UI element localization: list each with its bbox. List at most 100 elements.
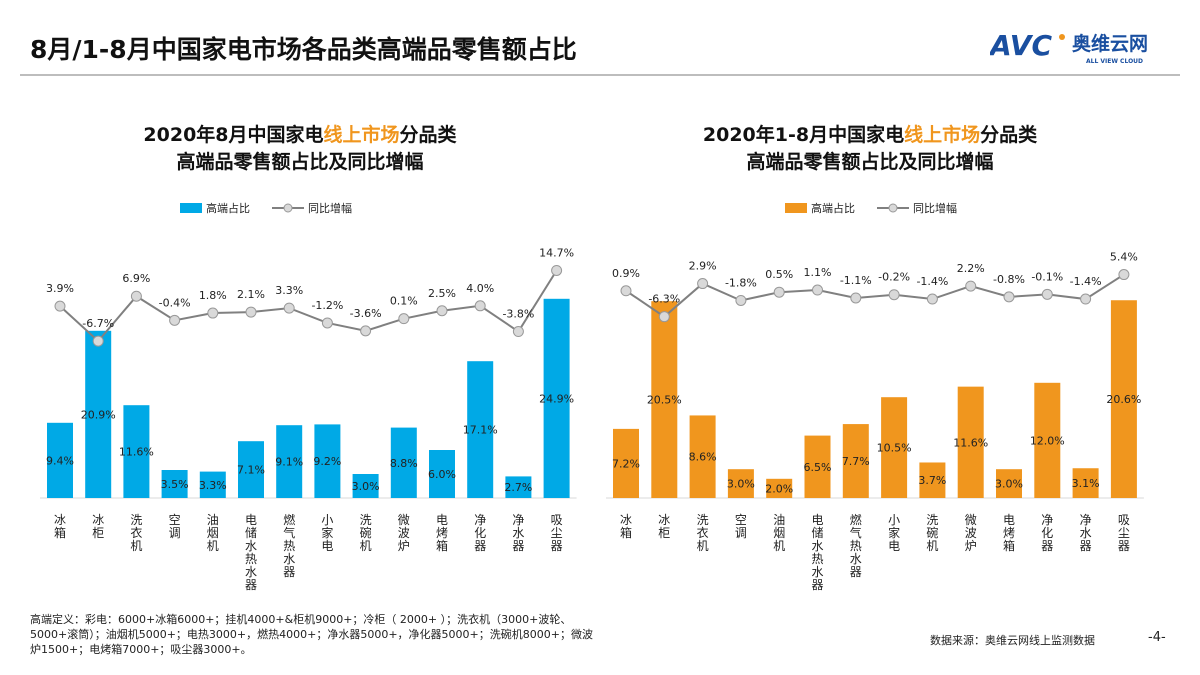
- category-label-char: 炉: [398, 539, 410, 553]
- growth-label: 2.9%: [689, 260, 717, 273]
- category-label-char: 燃: [283, 512, 295, 527]
- category-label-char: 衣: [130, 525, 142, 540]
- growth-label: -0.2%: [878, 271, 910, 284]
- bar-label: 11.6%: [119, 446, 154, 459]
- bar-label: 20.9%: [81, 408, 116, 421]
- bar-微波炉: [957, 386, 984, 498]
- category-label-char: 尘: [551, 526, 563, 540]
- category-label-char: 烤: [1003, 525, 1015, 540]
- bar-净水器: [505, 476, 532, 498]
- growth-point: [620, 285, 632, 297]
- growth-label: 4.0%: [466, 282, 494, 295]
- growth-point: [1003, 291, 1015, 303]
- bar-燃气热水器: [842, 424, 869, 498]
- category-label-char: 碗: [926, 525, 938, 540]
- category-label-char: 冰: [54, 513, 66, 527]
- category-label-char: 空: [735, 513, 747, 527]
- bar-label: 10.5%: [877, 442, 912, 455]
- chart-title-line: 2020年1-8月中国家电线上市场分品类: [703, 123, 1037, 146]
- category-label-char: 机: [926, 539, 938, 553]
- growth-point: [773, 286, 785, 298]
- category-label-char: 衣: [697, 525, 709, 540]
- category-label-char: 水: [811, 539, 823, 553]
- data-source: 数据来源：奥维云网线上监测数据: [930, 634, 1095, 647]
- growth-label: 0.1%: [390, 295, 418, 308]
- growth-point: [697, 278, 709, 290]
- bar-电储水热水器: [238, 441, 264, 498]
- bar-冰柜: [85, 330, 112, 498]
- growth-point: [1118, 269, 1130, 281]
- bar-电烤箱: [996, 469, 1022, 498]
- bar-吸尘器: [1110, 300, 1137, 498]
- bar-label: 12.0%: [1030, 434, 1065, 447]
- bar-label: 3.0%: [727, 478, 755, 491]
- category-label-char: 水: [850, 552, 862, 566]
- category-label-char: 净: [1041, 513, 1053, 527]
- growth-point: [436, 305, 448, 317]
- growth-point: [360, 325, 372, 337]
- growth-point: [54, 300, 66, 312]
- category-label-char: 柜: [92, 526, 104, 540]
- bar-label: 9.2%: [313, 455, 341, 468]
- growth-point: [926, 293, 938, 305]
- category-label-char: 水: [512, 526, 524, 540]
- category-label-char: 箱: [620, 525, 632, 540]
- bar-油烟机: [766, 478, 793, 498]
- category-label-char: 调: [169, 526, 181, 540]
- bar-微波炉: [390, 427, 417, 498]
- category-label-char: 碗: [360, 525, 372, 540]
- category-label-char: 空: [169, 513, 181, 527]
- bar-label: 24.9%: [539, 392, 574, 405]
- bar-洗衣机: [123, 405, 150, 498]
- growth-point: [1041, 288, 1053, 300]
- title-divider: [20, 74, 1180, 76]
- category-label-char: 冰: [658, 513, 670, 527]
- bar-洗衣机: [689, 415, 716, 498]
- legend-bar-swatch: [180, 203, 202, 213]
- bar-电烤箱: [429, 450, 455, 498]
- growth-label: -1.8%: [725, 276, 757, 289]
- growth-point: [735, 294, 747, 306]
- growth-point: [658, 311, 670, 323]
- category-label-char: 水: [811, 565, 823, 579]
- legend-bar-label: 高端占比: [811, 201, 855, 215]
- growth-line: [59, 269, 558, 343]
- growth-label: -0.4%: [159, 296, 191, 309]
- category-label-char: 气: [850, 525, 862, 540]
- bar-洗碗机: [919, 462, 946, 498]
- logo-name: 奥维云网: [1072, 32, 1148, 55]
- category-label-char: 冰: [92, 513, 104, 527]
- bar-label: 8.6%: [689, 451, 717, 464]
- growth-label: 0.9%: [612, 267, 640, 280]
- legend-bar-swatch: [785, 203, 807, 213]
- category-label-char: 水: [245, 539, 257, 553]
- category-label-char: 净: [512, 513, 524, 527]
- category-label-char: 微: [965, 513, 977, 527]
- bar-洗碗机: [352, 474, 379, 498]
- category-label-char: 烤: [436, 525, 448, 540]
- bar-label: 9.1%: [275, 456, 303, 469]
- category-label-char: 储: [811, 525, 823, 540]
- growth-label: -0.8%: [993, 273, 1025, 286]
- legend-line-marker: [283, 203, 293, 213]
- growth-label: -3.8%: [502, 308, 534, 321]
- bar-label: 3.1%: [1072, 477, 1100, 490]
- growth-point: [512, 326, 524, 338]
- bar-label: 6.0%: [428, 468, 456, 481]
- bar-label: 9.4%: [46, 454, 74, 467]
- category-label-char: 储: [245, 525, 257, 540]
- category-label-char: 器: [1041, 539, 1053, 553]
- growth-label: 14.7%: [539, 246, 574, 259]
- bar-小家电: [881, 397, 908, 498]
- bar-吸尘器: [543, 298, 570, 498]
- legend-line-marker: [888, 203, 898, 213]
- growth-point: [283, 302, 295, 314]
- category-label-char: 机: [207, 539, 219, 553]
- growth-label: 2.2%: [957, 262, 985, 275]
- category-label-char: 箱: [54, 525, 66, 540]
- chart-title-part: 分品类: [400, 123, 457, 146]
- category-label-char: 电: [1003, 513, 1015, 527]
- high-end-definition-note: 高端定义：彩电：6000+冰箱6000+；挂机4000+&柜机9000+；冷柜（…: [30, 613, 593, 656]
- growth-point: [812, 284, 823, 296]
